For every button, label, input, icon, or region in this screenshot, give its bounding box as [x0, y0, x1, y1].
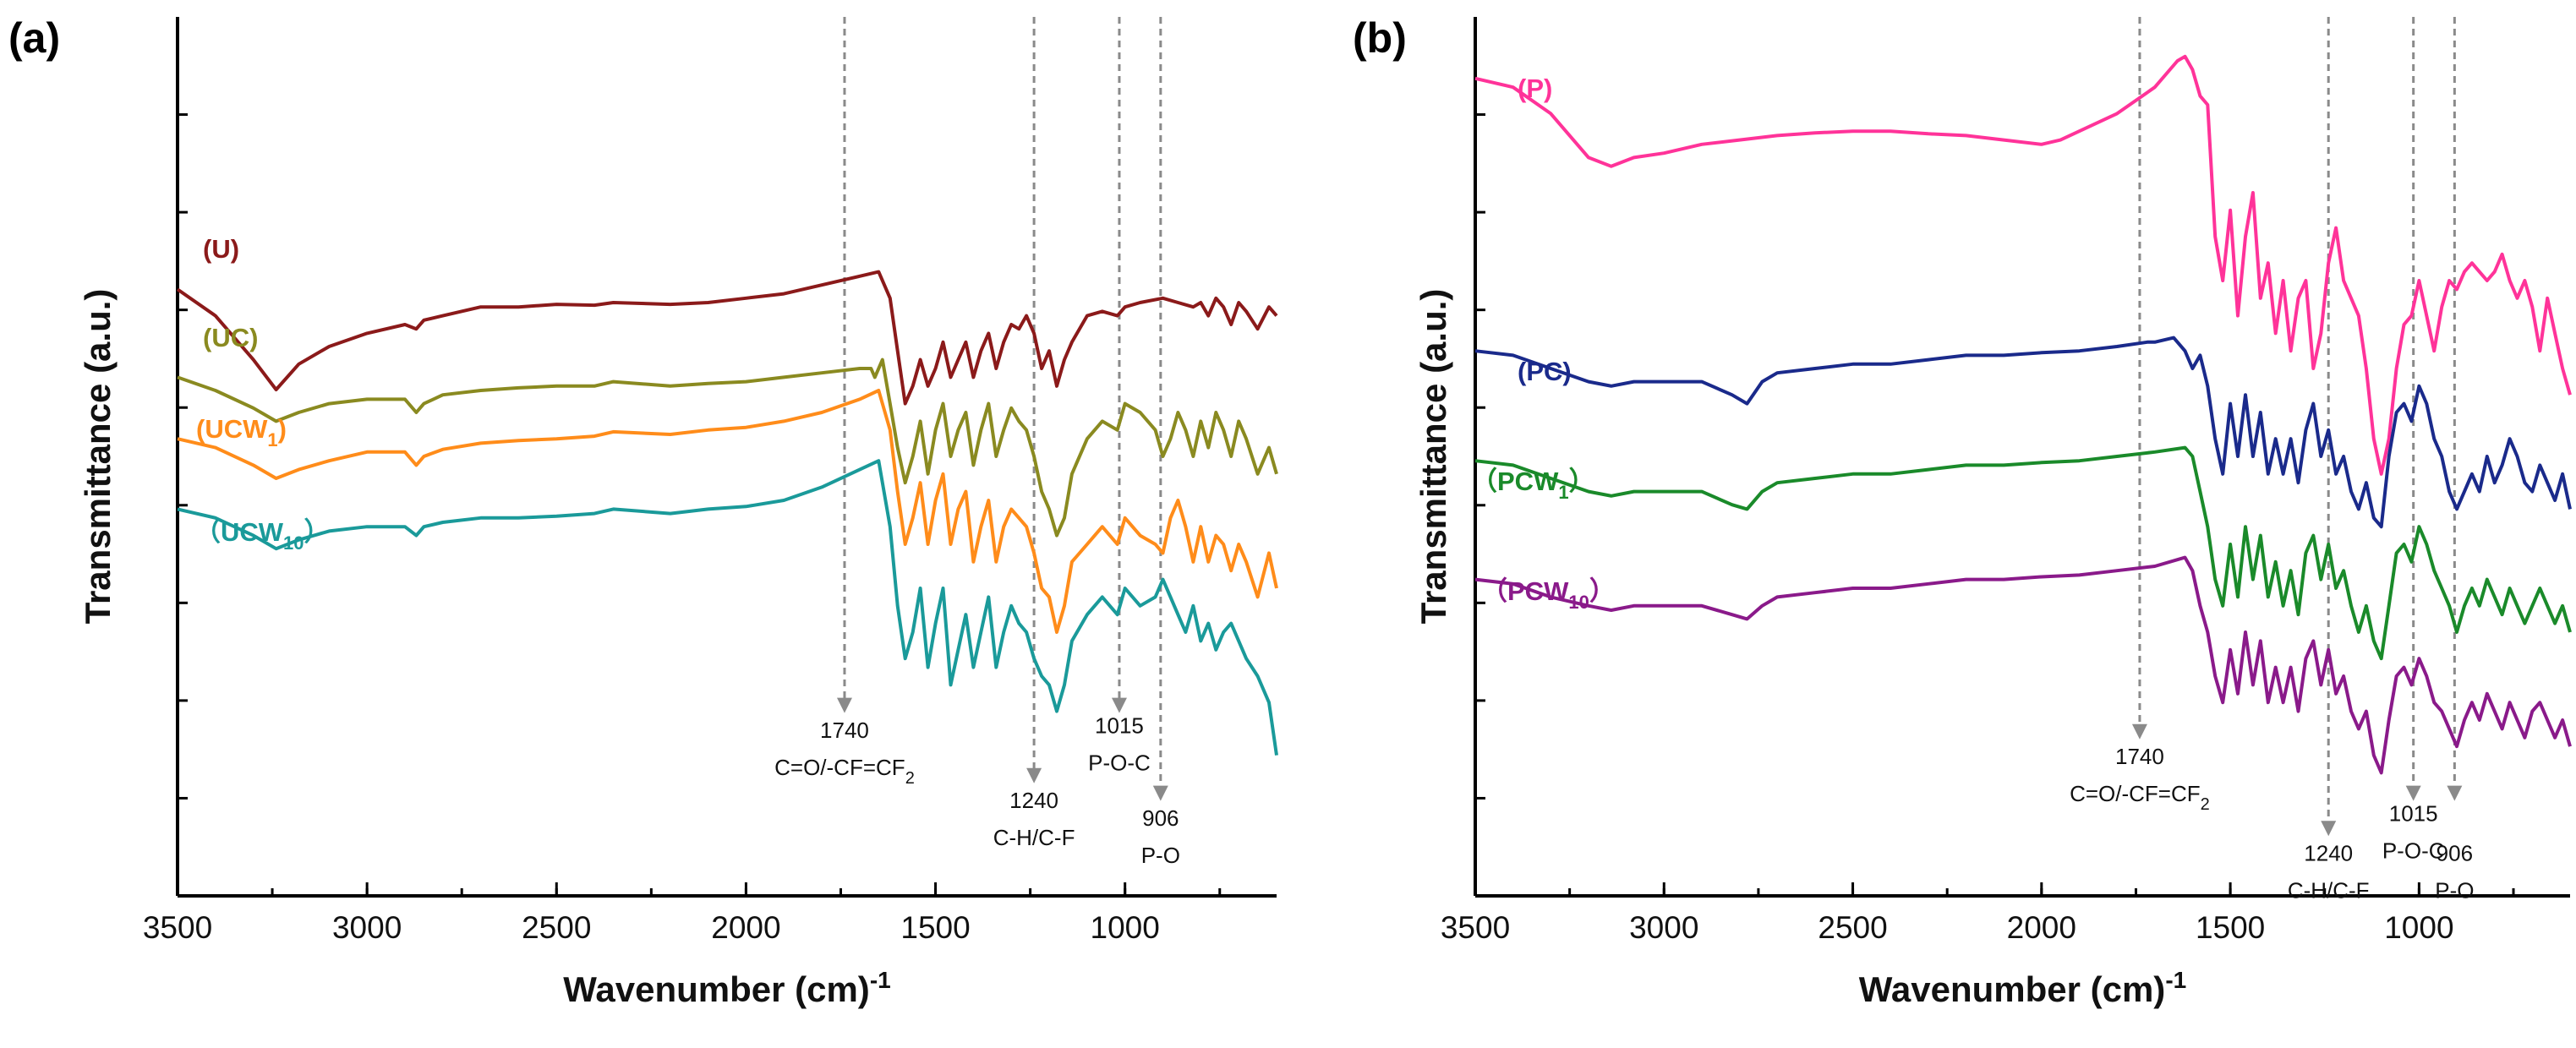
annotation-label-906: P-O: [2435, 877, 2474, 903]
series-line-(PCW1): [1474, 445, 2572, 661]
annotation-arrow-906: [2447, 785, 2463, 801]
annotation-arrow-1240: [1026, 767, 1042, 783]
annotation-label-906: P-O: [1141, 843, 1180, 868]
annotation-label-1240: 1240: [2304, 840, 2353, 865]
annotation-label-1740: C=O/-CF=CF2: [774, 755, 915, 788]
annotation-label-1015: 1015: [2389, 801, 2438, 827]
series-line-(P): [1474, 54, 2572, 476]
x-tick-label: 2500: [1818, 910, 1887, 945]
x-tick-label: 2000: [711, 910, 780, 945]
annotation-label-1015: P-O-C: [2382, 838, 2445, 864]
series-label-(UCW10): （UCW10）: [194, 517, 331, 554]
x-tick-label: 3500: [143, 910, 212, 945]
x-tick-label: 1500: [900, 910, 970, 945]
annotation-label-906: 906: [1142, 805, 1179, 831]
annotation-arrow-1740: [836, 697, 852, 713]
annotation-arrow-1740: [2131, 723, 2147, 740]
x-axis-title: Wavenumber (cm)-1: [563, 967, 890, 1009]
x-tick-label: 1000: [1091, 910, 1160, 945]
series-label-(UC): (UC): [203, 323, 258, 352]
series-line-(UCW10): [177, 459, 1278, 756]
series-line-(PCW10): [1474, 555, 2572, 775]
annotation-label-1740: 1740: [2115, 744, 2164, 769]
annotation-arrow-1015: [1111, 697, 1127, 713]
series-label-(P): (P): [1518, 74, 1552, 103]
x-tick-label: 2000: [2007, 910, 2076, 945]
annotation-label-1015: 1015: [1095, 713, 1144, 739]
annotation-label-1240: 1240: [1009, 788, 1058, 813]
annotation-label-1015: P-O-C: [1088, 751, 1151, 776]
series-label-(PCW1): （PCW1）: [1471, 467, 1595, 503]
series-line-(PC): [1474, 336, 2572, 529]
x-tick-label: 2500: [522, 910, 591, 945]
x-tick-label: 1500: [2196, 910, 2265, 945]
annotation-label-1240: C-H/C-F: [993, 825, 1075, 850]
panel-0: (a) 3500 3000 2500 2000 1500 1000 Wavenumber (c…: [8, 14, 1278, 1009]
x-tick-label: 3000: [1629, 910, 1698, 945]
x-tick-label: 3500: [1441, 910, 1510, 945]
annotation-label-1740: 1740: [820, 718, 869, 743]
series-label-(PC): (PC): [1518, 357, 1572, 386]
annotation-label-906: 906: [2437, 840, 2473, 865]
annotation-arrow-1015: [2405, 785, 2421, 801]
x-tick-label: 1000: [2384, 910, 2453, 945]
annotation-arrow-1240: [2321, 821, 2337, 837]
series-label-(U): (U): [203, 234, 239, 264]
series-line-(U): [176, 270, 1278, 406]
x-axis-title: Wavenumber (cm)-1: [1859, 967, 2186, 1009]
y-axis-title: Transmittance (a.u.): [1414, 289, 1453, 625]
x-tick-label: 3000: [332, 910, 402, 945]
panel-label: (b): [1353, 14, 1407, 62]
series-line-(UC): [177, 358, 1278, 538]
annotation-label-1240: C-H/C-F: [2288, 877, 2370, 903]
y-axis-title: Transmittance (a.u.): [78, 289, 118, 625]
series-line-(UCW1): [177, 389, 1278, 634]
annotation-arrow-906: [1152, 785, 1168, 801]
annotation-label-1740: C=O/-CF=CF2: [2070, 781, 2210, 814]
panel-1: (b) 3500 3000 2500 2000 1500 1000 Wavenumber (c…: [1353, 14, 2572, 1009]
panel-label: (a): [8, 14, 60, 62]
